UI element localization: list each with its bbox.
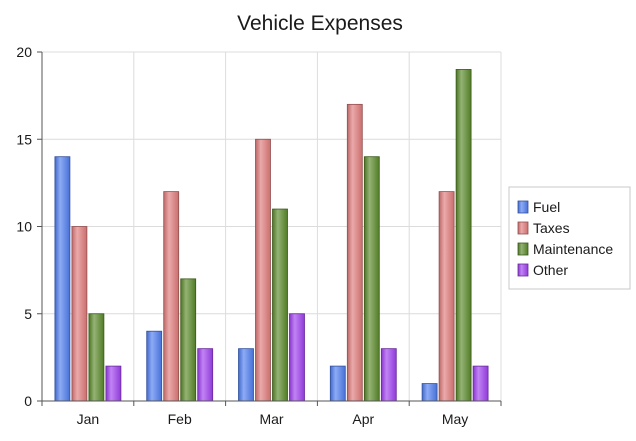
x-tick-label: May: [442, 411, 468, 427]
bar-fuel-may: [421, 383, 438, 402]
x-tick-label: Jan: [77, 411, 100, 427]
legend-swatch-other: [517, 263, 529, 277]
bar-other-feb: [197, 348, 214, 402]
x-axis-ticks: Jan Feb Mar Apr May: [77, 411, 469, 427]
legend-swatch-fuel: [517, 200, 529, 214]
legend-label-other: Other: [533, 262, 568, 278]
bar-maintenance-apr: [363, 156, 380, 402]
y-tick-label: 5: [24, 306, 32, 322]
legend: Fuel Taxes Maintenance Other: [508, 186, 631, 290]
y-axis-ticks: 0 5 10 15 20: [16, 44, 32, 409]
bar-taxes-may: [438, 191, 455, 402]
bar-other-apr: [380, 348, 397, 402]
legend-swatch-taxes: [517, 221, 529, 235]
x-tick-label: Apr: [352, 411, 374, 427]
bar-taxes-feb: [163, 191, 180, 402]
bar-taxes-apr: [346, 103, 363, 402]
bars: [54, 69, 489, 402]
bar-other-jan: [105, 365, 122, 402]
legend-label-maintenance: Maintenance: [533, 241, 613, 257]
legend-label-fuel: Fuel: [533, 199, 560, 215]
bar-fuel-feb: [146, 330, 163, 402]
bar-fuel-jan: [54, 156, 71, 402]
chart-title: Vehicle Expenses: [237, 12, 403, 35]
y-tick-label: 0: [24, 393, 32, 409]
legend-box: [508, 186, 631, 290]
legend-label-taxes: Taxes: [533, 220, 570, 236]
y-tick-label: 20: [16, 44, 32, 60]
bar-maintenance-mar: [272, 208, 288, 402]
x-tick-label: Feb: [168, 411, 192, 427]
bar-other-mar: [289, 313, 305, 402]
bar-fuel-mar: [238, 348, 254, 402]
bar-maintenance-jan: [88, 313, 105, 402]
bar-taxes-mar: [255, 138, 271, 402]
bar-maintenance-feb: [180, 278, 197, 402]
y-tick-label: 15: [16, 131, 32, 147]
y-tick-label: 10: [16, 219, 32, 235]
bar-maintenance-may: [455, 69, 472, 402]
legend-swatch-maintenance: [517, 242, 529, 256]
bar-fuel-apr: [329, 365, 346, 402]
bar-other-may: [472, 365, 489, 402]
x-tick-label: Mar: [259, 411, 283, 427]
axes: [37, 51, 502, 406]
bar-taxes-jan: [71, 226, 88, 402]
gridlines: [42, 51, 502, 401]
